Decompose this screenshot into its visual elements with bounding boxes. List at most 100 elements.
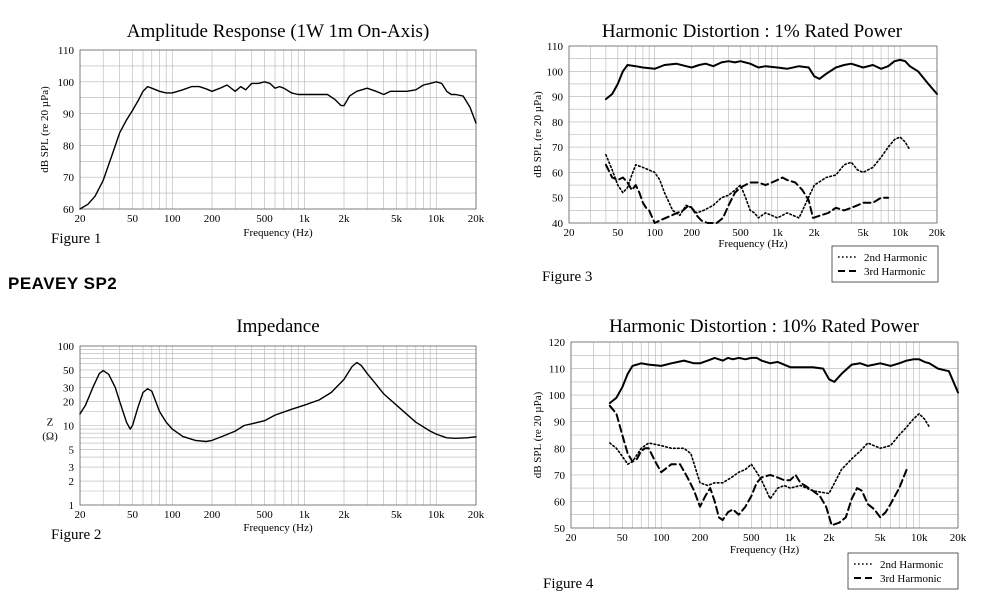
x-tick-label: 1k (785, 532, 797, 544)
x-tick-label: 20k (950, 532, 967, 544)
chart-title: Harmonic Distortion : 10% Rated Power (609, 316, 919, 337)
x-tick-label: 10k (428, 509, 445, 521)
plot-frame (79, 49, 477, 210)
x-tick-label: 2k (824, 532, 836, 544)
x-tick-label: 20k (468, 213, 485, 225)
x-tick-label: 2k (809, 227, 821, 239)
grid (79, 49, 477, 210)
legend-box (847, 552, 959, 590)
y-tick-label: 1 (69, 500, 75, 512)
x-tick-label: 500 (732, 227, 749, 239)
y-tick-label: 90 (554, 417, 566, 429)
x-tick-label: 100 (164, 509, 181, 521)
figure-2-label: Figure 2 (51, 527, 102, 543)
series-group (608, 356, 959, 527)
x-tick-label: 5k (391, 509, 403, 521)
y-tick-label: 90 (63, 109, 75, 121)
y-tick-label: 3 (69, 462, 75, 474)
x-tick-label: 500 (743, 532, 760, 544)
plot-frame (570, 341, 959, 529)
legend-label: 3rd Harmonic (880, 573, 942, 585)
y-tick-label: 2 (69, 476, 75, 488)
chart-title: Impedance (236, 316, 319, 337)
legend-box (831, 245, 939, 283)
y-axis-label: Z (47, 417, 54, 429)
series-group (79, 81, 477, 210)
y-tick-label: 60 (63, 204, 75, 216)
y-tick-label: 90 (552, 92, 564, 104)
y-tick-label: 5 (69, 444, 75, 456)
y-tick-label: 100 (58, 341, 75, 353)
series-line-dashed (608, 404, 908, 527)
product-name: PEAVEY SP2 (8, 274, 118, 293)
y-tick-label: 80 (552, 117, 564, 129)
x-tick-label: 10k (911, 532, 928, 544)
x-tick-label: 20k (468, 509, 485, 521)
y-tick-label: 100 (58, 77, 75, 89)
x-axis-label: Frequency (Hz) (243, 522, 313, 534)
x-tick-label: 2k (339, 509, 351, 521)
x-axis-label: Frequency (Hz) (243, 227, 313, 239)
y-tick-label: 10 (63, 421, 75, 433)
chart-title: Amplitude Response (1W 1m On-Axis) (127, 21, 430, 42)
legend-label: 2nd Harmonic (880, 559, 943, 571)
x-tick-label: 5k (858, 227, 870, 239)
plot-frame (568, 45, 938, 224)
x-tick-label: 200 (204, 509, 221, 521)
y-tick-label: 80 (554, 443, 566, 455)
x-tick-label: 50 (127, 213, 139, 225)
x-tick-label: 1k (772, 227, 784, 239)
x-tick-label: 20 (75, 213, 87, 225)
series-line-dashed (604, 163, 890, 224)
x-tick-label: 100 (164, 213, 181, 225)
y-tick-label: 60 (554, 496, 566, 508)
x-tick-label: 500 (256, 213, 273, 225)
y-tick-label: 110 (58, 45, 75, 57)
y-tick-label: 50 (554, 523, 566, 535)
y-tick-label: 70 (554, 470, 566, 482)
y-tick-label: 50 (63, 365, 75, 377)
series-group (79, 361, 477, 443)
x-tick-label: 50 (127, 509, 139, 521)
legend-label: 3rd Harmonic (864, 266, 926, 278)
x-tick-label: 100 (646, 227, 663, 239)
x-tick-label: 10k (428, 213, 445, 225)
y-axis-label: (Ω) (42, 431, 58, 443)
plot-frame (79, 345, 477, 506)
x-axis-label: Frequency (Hz) (730, 544, 800, 556)
y-axis-label: dB SPL (re 20 µPa) (532, 91, 544, 178)
chart-title: Harmonic Distortion : 1% Rated Power (602, 21, 903, 42)
x-tick-label: 1k (299, 213, 311, 225)
legend: 2nd Harmonic 3rd Harmonic (847, 552, 959, 590)
y-tick-label: 120 (549, 337, 566, 349)
x-tick-label: 5k (875, 532, 887, 544)
series-group (604, 58, 938, 224)
legend: 2nd Harmonic 3rd Harmonic (831, 245, 939, 283)
x-tick-label: 5k (391, 213, 403, 225)
y-tick-label: 70 (552, 142, 564, 154)
y-axis-label: dB SPL (re 20 µPa) (39, 86, 51, 173)
x-axis-label: Frequency (Hz) (718, 238, 788, 250)
series-line-solid (79, 81, 477, 210)
figure-3-label: Figure 3 (542, 269, 593, 285)
x-tick-label: 200 (683, 227, 700, 239)
series-line-dotted (608, 412, 931, 500)
series-line-solid (79, 361, 477, 443)
grid (570, 341, 959, 529)
series-line-solid (608, 356, 959, 405)
y-tick-label: 50 (552, 193, 564, 205)
y-tick-label: 110 (549, 364, 566, 376)
x-tick-label: 10k (892, 227, 909, 239)
x-tick-label: 50 (612, 227, 624, 239)
y-tick-label: 60 (552, 167, 564, 179)
y-tick-label: 40 (552, 218, 564, 230)
x-tick-label: 200 (692, 532, 709, 544)
x-tick-label: 50 (617, 532, 629, 544)
x-tick-label: 100 (653, 532, 670, 544)
y-axis-label: dB SPL (re 20 µPa) (532, 391, 544, 478)
x-tick-label: 20 (564, 227, 576, 239)
